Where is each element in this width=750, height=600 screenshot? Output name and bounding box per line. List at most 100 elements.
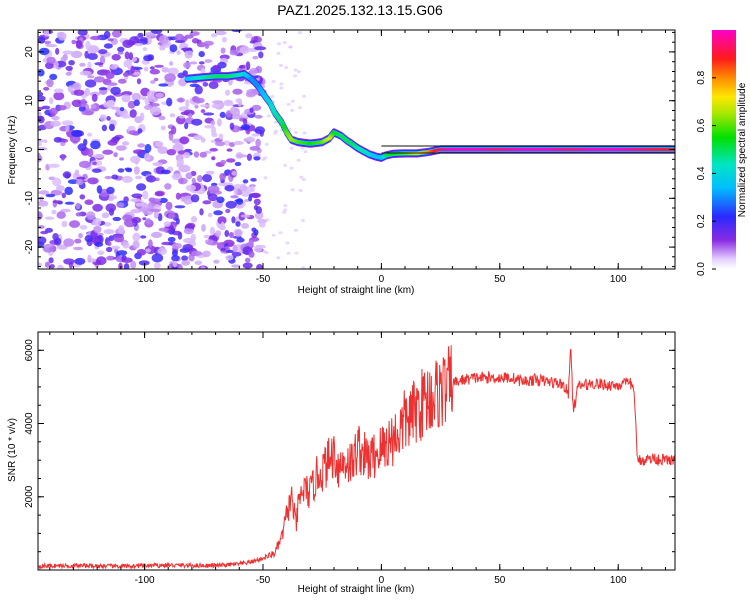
noise-blob <box>190 194 200 203</box>
noise-blob <box>106 186 115 194</box>
y-tick-label: -20 <box>24 239 35 254</box>
noise-blob <box>231 216 236 224</box>
noise-blob <box>38 190 50 195</box>
noise-blob <box>263 156 268 160</box>
noise-blob <box>130 198 141 202</box>
noise-blob <box>89 35 102 41</box>
noise-blob <box>140 96 147 101</box>
noise-blob <box>242 179 249 184</box>
noise-blob <box>107 38 114 42</box>
noise-blob <box>215 141 225 147</box>
noise-blob <box>226 148 233 152</box>
noise-blob <box>74 238 82 244</box>
noise-blob <box>134 43 144 47</box>
noise-blob <box>183 152 191 159</box>
snr-frame <box>37 331 676 571</box>
noise-blob <box>277 42 281 46</box>
noise-blob <box>117 51 124 55</box>
noise-blob <box>133 99 140 107</box>
x-tick-label: -100 <box>135 274 155 285</box>
colorbar-tick-label: 0.4 <box>696 166 707 180</box>
noise-blob <box>96 256 107 266</box>
noise-blob <box>232 88 243 95</box>
noise-blob <box>271 80 276 83</box>
noise-blob <box>122 39 134 48</box>
noise-blob <box>251 133 260 137</box>
noise-blob <box>56 185 65 192</box>
noise-blob <box>111 30 122 38</box>
noise-blob <box>293 228 298 232</box>
noise-blob <box>209 226 216 236</box>
snr-y-axis-label: SNR (10 * v/v) <box>7 418 18 482</box>
noise-blob <box>130 155 141 164</box>
x-tick-label: 0 <box>379 274 385 285</box>
noise-blob <box>142 47 147 52</box>
noise-blob <box>53 91 65 101</box>
noise-blob <box>46 44 58 48</box>
noise-blob <box>137 143 146 148</box>
noise-blob <box>242 118 248 125</box>
noise-blob <box>131 208 139 213</box>
noise-blob <box>39 196 44 203</box>
noise-blob <box>155 141 164 148</box>
noise-blob <box>241 223 250 229</box>
noise-blob <box>99 55 106 65</box>
noise-blob <box>60 208 71 213</box>
noise-blob <box>103 43 113 49</box>
noise-blob <box>154 64 164 68</box>
noise-blob <box>294 251 299 255</box>
noise-blob <box>150 30 163 34</box>
noise-blob <box>111 54 121 61</box>
noise-blob <box>258 221 266 228</box>
noise-blob <box>179 136 190 145</box>
noise-blob <box>48 257 54 264</box>
noise-blob <box>65 65 73 71</box>
noise-blob <box>174 40 186 44</box>
noise-blob <box>184 34 194 39</box>
noise-blob <box>288 45 293 49</box>
noise-blob <box>235 204 244 209</box>
noise-blob <box>229 49 240 56</box>
noise-blob <box>198 61 205 65</box>
noise-blob <box>212 79 222 83</box>
noise-blob <box>229 232 234 238</box>
noise-blob <box>249 146 261 151</box>
noise-blob <box>276 51 281 55</box>
noise-blob <box>203 112 215 116</box>
noise-blob <box>203 234 210 239</box>
noise-blob <box>85 40 91 50</box>
noise-blob <box>231 252 242 257</box>
noise-blob <box>90 140 101 150</box>
noise-blob <box>111 245 121 250</box>
noise-blob <box>38 106 45 111</box>
noise-blob <box>249 107 254 113</box>
noise-blob <box>113 234 125 243</box>
noise-blobs <box>38 30 308 269</box>
noise-blob <box>302 94 307 98</box>
noise-blob <box>225 200 237 209</box>
noise-blob <box>189 83 200 88</box>
noise-blob <box>86 211 96 220</box>
noise-blob <box>264 142 269 146</box>
noise-blob <box>96 185 103 194</box>
noise-blob <box>278 231 283 235</box>
noise-blob <box>64 186 73 196</box>
noise-blob <box>52 200 63 204</box>
noise-blob <box>106 246 113 253</box>
noise-blob <box>246 153 252 161</box>
noise-blob <box>167 67 179 76</box>
noise-blob <box>62 50 74 55</box>
y-tick-label: 10 <box>24 95 35 107</box>
ridge-core <box>268 104 274 107</box>
noise-blob <box>140 235 147 239</box>
noise-blob <box>166 97 173 107</box>
noise-blob <box>153 77 159 82</box>
noise-blob <box>273 120 278 124</box>
noise-blob <box>94 241 104 247</box>
noise-blob <box>130 65 135 74</box>
noise-blob <box>298 106 302 110</box>
noise-blob <box>44 261 51 268</box>
noise-blob <box>42 244 53 248</box>
noise-blob <box>71 99 83 108</box>
noise-blob <box>117 168 125 173</box>
